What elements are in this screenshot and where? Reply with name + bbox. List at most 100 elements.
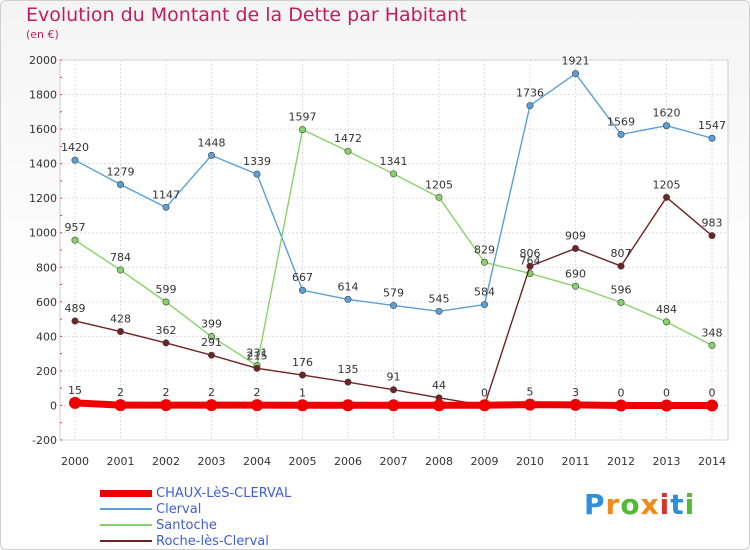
data-point	[480, 258, 488, 266]
data-label: 0	[709, 386, 716, 399]
data-point	[389, 386, 397, 394]
data-label: 579	[383, 286, 404, 299]
data-point	[389, 170, 397, 178]
x-tick-label: 2012	[607, 455, 635, 468]
y-tick-label: 800	[36, 261, 57, 274]
data-point	[617, 299, 625, 307]
data-point	[435, 307, 443, 315]
data-label: 1736	[516, 87, 544, 100]
data-label: 1279	[107, 166, 135, 179]
data-label: 596	[611, 284, 632, 297]
data-point	[162, 339, 170, 347]
data-point	[342, 399, 354, 412]
data-label: 667	[292, 271, 313, 284]
legend-item: Santoche	[100, 517, 291, 533]
legend-item: Roche-lès-Clerval	[100, 533, 291, 549]
data-point	[480, 301, 488, 309]
proxiti-logo: Proxiti	[584, 488, 696, 521]
grid-lines	[59, 59, 729, 441]
data-point	[251, 399, 263, 412]
data-label: 1	[299, 386, 306, 399]
data-point	[615, 399, 627, 412]
data-label: 489	[65, 302, 86, 315]
data-label: 1472	[334, 132, 362, 145]
data-point	[571, 282, 579, 290]
data-label: 1547	[698, 119, 726, 132]
data-label: 806	[520, 247, 541, 260]
x-tick-label: 2007	[380, 455, 408, 468]
data-point	[617, 130, 625, 138]
y-tick-label: 1400	[29, 158, 57, 171]
data-label: 176	[292, 356, 313, 369]
data-point	[706, 399, 718, 412]
data-point	[208, 351, 216, 359]
data-point	[71, 317, 79, 325]
data-label: 1205	[425, 178, 453, 191]
data-point	[253, 170, 261, 178]
data-point	[660, 399, 673, 412]
data-label: 0	[663, 386, 670, 399]
data-point	[117, 266, 125, 274]
x-tick-label: 2002	[152, 455, 180, 468]
data-point	[298, 286, 306, 294]
data-label: 399	[201, 318, 222, 331]
data-label: 807	[611, 247, 632, 260]
data-point	[387, 399, 400, 412]
data-label: 3	[572, 386, 579, 399]
data-label: 2	[208, 386, 215, 399]
data-point	[298, 371, 306, 379]
data-label: 135	[338, 363, 359, 376]
x-tick-label: 2003	[198, 455, 226, 468]
data-point	[571, 70, 579, 78]
data-point	[344, 147, 352, 155]
data-label: 545	[429, 292, 450, 305]
data-point	[71, 156, 79, 164]
x-tick-label: 2005	[289, 455, 317, 468]
data-label: 1341	[380, 155, 408, 168]
data-point	[662, 318, 670, 326]
data-point	[569, 398, 582, 411]
x-tick-label: 2004	[243, 455, 271, 468]
x-tick-label: 2001	[107, 455, 135, 468]
y-tick-label: -200	[32, 434, 57, 447]
data-label: 15	[68, 384, 82, 397]
data-point	[71, 236, 79, 244]
data-label: 348	[702, 326, 723, 339]
data-point	[298, 126, 306, 134]
legend: CHAUX-LèS-CLERVAL Clerval Santoche Roche-lè…	[100, 485, 291, 549]
y-tick-label: 1600	[29, 123, 57, 136]
data-label: 0	[618, 386, 625, 399]
data-point	[162, 298, 170, 306]
data-label: 983	[702, 217, 723, 230]
data-label: 690	[565, 267, 586, 280]
legend-swatch	[100, 508, 152, 510]
data-label: 1569	[607, 115, 635, 128]
series-group	[69, 70, 718, 412]
data-label: 1147	[152, 188, 180, 201]
data-label: 599	[156, 283, 177, 296]
y-tick-label: 600	[36, 296, 57, 309]
data-point	[433, 399, 445, 412]
x-tick-label: 2011	[562, 455, 590, 468]
data-label: 584	[474, 286, 495, 299]
data-label: 957	[65, 221, 86, 234]
legend-label: CHAUX-LèS-CLERVAL	[156, 485, 292, 501]
data-label: 614	[338, 280, 359, 293]
chart-title: Evolution du Montant de la Dette par Hab…	[26, 4, 467, 26]
data-point	[208, 333, 216, 341]
data-point	[708, 341, 716, 349]
data-label: 428	[110, 313, 131, 326]
data-point	[162, 203, 170, 211]
data-point	[69, 396, 81, 409]
data-label: 829	[474, 243, 495, 256]
data-point	[435, 193, 443, 201]
x-tick-label: 2014	[698, 455, 726, 468]
data-label: 0	[481, 386, 488, 399]
data-label: 1448	[198, 136, 226, 149]
data-label: 1420	[61, 141, 89, 154]
y-tick-label: 1800	[29, 89, 57, 102]
x-tick-label: 2010	[516, 455, 544, 468]
data-point	[478, 399, 491, 412]
data-point	[253, 364, 261, 372]
